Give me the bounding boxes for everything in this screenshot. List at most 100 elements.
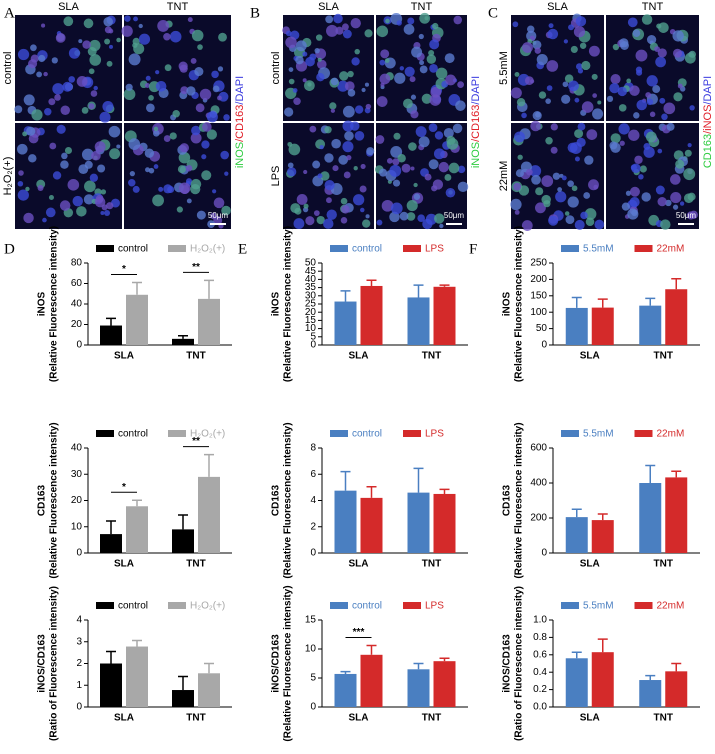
cell <box>564 211 570 216</box>
cell <box>17 180 24 187</box>
cell <box>354 48 360 55</box>
cell <box>344 131 354 141</box>
cell <box>78 164 89 175</box>
y-tick-label: 400 <box>530 478 547 489</box>
cell <box>574 156 580 162</box>
cell <box>196 210 206 220</box>
x-tick-label: TNT <box>654 713 673 724</box>
cell <box>445 74 457 86</box>
error-bar <box>645 674 656 681</box>
panel-letter: D <box>4 241 15 257</box>
cell <box>403 24 415 35</box>
error-bar <box>671 277 682 290</box>
cell <box>128 179 136 187</box>
cell <box>654 46 661 52</box>
x-tick-label: TNT <box>654 351 673 362</box>
cell <box>641 14 653 25</box>
cell <box>36 71 42 78</box>
cell <box>108 44 113 49</box>
row-label: 5.5mM <box>498 51 510 85</box>
legend-swatch <box>330 602 348 609</box>
error-bar <box>106 317 116 326</box>
error-bar <box>413 662 424 670</box>
cell <box>670 174 681 185</box>
panel-letter: E <box>238 241 247 257</box>
cell <box>42 217 47 223</box>
stain-part: iNOS <box>470 142 482 168</box>
cell <box>406 199 418 212</box>
cell <box>169 30 182 43</box>
y-tick-label: 0.4 <box>533 667 547 678</box>
y-tick-label: 0.6 <box>533 649 547 660</box>
cell <box>44 108 52 116</box>
cell <box>106 202 114 210</box>
y-tick-label: 15 <box>305 315 317 326</box>
legend-label: control <box>118 601 148 612</box>
legend-swatch <box>330 245 348 252</box>
cell <box>418 136 430 148</box>
cell <box>513 182 522 191</box>
cell <box>49 142 57 150</box>
y-tick-label: 0 <box>541 548 547 559</box>
cell <box>133 16 139 22</box>
error-bar <box>571 651 582 659</box>
cell <box>43 71 48 77</box>
cell <box>201 170 212 181</box>
cell <box>660 219 671 230</box>
cell <box>287 141 293 147</box>
cell <box>389 164 402 177</box>
cell <box>659 97 666 104</box>
cell <box>64 146 73 155</box>
bar <box>172 529 194 553</box>
cell <box>646 75 658 87</box>
cell <box>213 197 225 209</box>
cell <box>82 40 91 49</box>
cell <box>588 45 600 57</box>
cell <box>545 137 553 145</box>
legend-swatch <box>96 430 114 437</box>
legend-swatch <box>96 602 114 609</box>
bar <box>407 492 430 553</box>
cell <box>585 217 595 227</box>
cell <box>317 59 327 70</box>
error-bar <box>413 284 424 298</box>
y-tick-label: 1.0 <box>533 615 547 626</box>
cell <box>178 61 188 71</box>
legend-label: H₂O₂(+) <box>190 429 225 440</box>
y-tick-label: 80 <box>71 258 83 269</box>
cell <box>571 185 578 192</box>
cell <box>568 80 579 92</box>
cell <box>61 152 68 160</box>
cell <box>180 86 189 95</box>
legend-label: 22mM <box>657 244 685 255</box>
bar <box>565 307 588 345</box>
y-axis-label: (Relative Fluorescence intensity) <box>514 226 525 382</box>
legend-swatch <box>168 430 186 437</box>
cell <box>567 180 574 187</box>
cell <box>78 39 83 44</box>
cell <box>612 43 620 51</box>
bar <box>407 669 430 707</box>
cell <box>195 103 205 113</box>
bar <box>665 671 688 707</box>
x-tick-label: SLA <box>580 559 600 570</box>
cell <box>28 59 38 69</box>
cell <box>618 104 627 112</box>
cell <box>567 196 579 208</box>
cell <box>417 214 426 223</box>
cell <box>568 24 575 31</box>
cell <box>379 73 391 85</box>
cell <box>445 187 456 198</box>
cell <box>687 192 696 201</box>
legend-swatch <box>403 245 421 252</box>
cell <box>287 162 294 169</box>
cell <box>218 32 227 42</box>
cell <box>421 93 432 104</box>
legend-swatch <box>96 245 114 252</box>
cell <box>392 158 400 166</box>
cell <box>577 68 584 74</box>
cell <box>512 21 519 28</box>
y-axis-label: (Relative Fluorescence intensity) <box>49 422 60 578</box>
cell <box>104 38 111 45</box>
y-axis-label: (Relative Fluorescence intensity) <box>514 422 525 578</box>
